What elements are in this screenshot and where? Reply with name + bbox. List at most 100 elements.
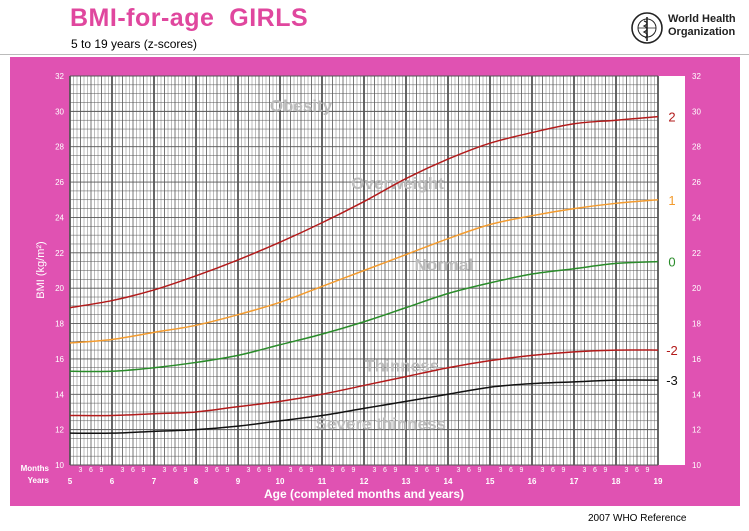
month-tick-label: 6 bbox=[635, 467, 639, 474]
y-tick-label-right: 10 bbox=[692, 461, 701, 470]
month-tick-label: 9 bbox=[100, 467, 104, 474]
month-tick-label: 9 bbox=[310, 467, 314, 474]
series-label: 1 bbox=[668, 193, 675, 208]
month-tick-label: 6 bbox=[467, 467, 471, 474]
x-tick-label: 5 bbox=[68, 477, 73, 486]
who-logo-text: World Health Organization bbox=[668, 13, 736, 39]
month-tick-label: 6 bbox=[173, 467, 177, 474]
y-tick-label: 10 bbox=[55, 461, 64, 470]
zone-label: Obesity bbox=[270, 96, 333, 115]
month-tick-label: 3 bbox=[499, 467, 503, 474]
x-tick-label: 18 bbox=[612, 477, 621, 486]
month-tick-label: 9 bbox=[646, 467, 650, 474]
month-tick-label: 3 bbox=[541, 467, 545, 474]
month-tick-label: 6 bbox=[89, 467, 93, 474]
x-tick-label: 11 bbox=[318, 477, 327, 486]
month-tick-label: 6 bbox=[593, 467, 597, 474]
x-tick-label: 14 bbox=[444, 477, 453, 486]
month-tick-label: 3 bbox=[163, 467, 167, 474]
y-tick-label: 24 bbox=[55, 213, 64, 222]
month-tick-label: 3 bbox=[415, 467, 419, 474]
month-tick-label: 6 bbox=[215, 467, 219, 474]
series-line bbox=[69, 260, 659, 373]
month-tick-label: 3 bbox=[79, 467, 83, 474]
x-tick-label: 9 bbox=[236, 477, 241, 486]
x-tick-label: 7 bbox=[152, 477, 157, 486]
y-tick-label: 20 bbox=[55, 284, 64, 293]
y-tick-label-right: 26 bbox=[692, 178, 701, 187]
series-line bbox=[69, 199, 659, 344]
y-tick-label-right: 20 bbox=[692, 284, 701, 293]
month-tick-label: 3 bbox=[247, 467, 251, 474]
chart-grid bbox=[69, 75, 659, 466]
footer-reference: 2007 WHO Reference bbox=[588, 513, 687, 524]
page-title: BMI-for-age GIRLS bbox=[70, 4, 309, 32]
y-tick-label: 12 bbox=[55, 426, 64, 435]
month-tick-label: 6 bbox=[341, 467, 345, 474]
x-tick-label: 13 bbox=[402, 477, 411, 486]
zone-label: Thinness bbox=[364, 356, 439, 375]
month-tick-label: 9 bbox=[562, 467, 566, 474]
series-label: 2 bbox=[668, 110, 675, 125]
page-subtitle: 5 to 19 years (z-scores) bbox=[71, 37, 198, 51]
series-label: -2 bbox=[666, 343, 678, 358]
month-tick-label: 3 bbox=[121, 467, 125, 474]
x-axis-label: Age (completed months and years) bbox=[264, 487, 464, 501]
zone-label: Normal bbox=[415, 256, 474, 275]
y-tick-label-right: 24 bbox=[692, 213, 701, 222]
y-tick-label: 28 bbox=[55, 143, 64, 152]
who-emblem-icon bbox=[631, 12, 663, 44]
month-tick-label: 9 bbox=[184, 467, 188, 474]
y-tick-label: 16 bbox=[55, 355, 64, 364]
y-tick-label: 18 bbox=[55, 320, 64, 329]
y-tick-label-right: 12 bbox=[692, 426, 701, 435]
month-tick-label: 9 bbox=[226, 467, 230, 474]
years-row-label: Years bbox=[28, 476, 50, 485]
month-tick-label: 3 bbox=[289, 467, 293, 474]
who-logo-line1: World Health bbox=[668, 13, 736, 25]
label-strip bbox=[658, 76, 685, 465]
month-tick-label: 9 bbox=[520, 467, 524, 474]
y-tick-label: 30 bbox=[55, 107, 64, 116]
series-line bbox=[69, 115, 659, 309]
series-label: 0 bbox=[668, 255, 675, 270]
month-tick-label: 9 bbox=[352, 467, 356, 474]
header-divider bbox=[0, 54, 749, 55]
month-tick-label: 3 bbox=[331, 467, 335, 474]
y-axis-label: BMI (kg/m²) bbox=[35, 241, 47, 298]
months-row-label: Months bbox=[21, 464, 50, 473]
month-tick-label: 9 bbox=[394, 467, 398, 474]
month-tick-label: 9 bbox=[436, 467, 440, 474]
who-logo: World Health Organization bbox=[630, 11, 745, 47]
y-tick-label: 14 bbox=[55, 390, 64, 399]
month-tick-label: 3 bbox=[205, 467, 209, 474]
x-tick-label: 17 bbox=[570, 477, 579, 486]
month-tick-label: 9 bbox=[604, 467, 608, 474]
month-tick-label: 9 bbox=[478, 467, 482, 474]
y-tick-label-right: 22 bbox=[692, 249, 701, 258]
month-tick-label: 3 bbox=[583, 467, 587, 474]
y-tick-label-right: 30 bbox=[692, 107, 701, 116]
series-label: -3 bbox=[666, 373, 678, 388]
y-tick-label-right: 16 bbox=[692, 355, 701, 364]
month-tick-label: 6 bbox=[131, 467, 135, 474]
y-tick-label-right: 28 bbox=[692, 143, 701, 152]
month-tick-label: 6 bbox=[383, 467, 387, 474]
x-tick-label: 10 bbox=[276, 477, 285, 486]
y-tick-label-right: 32 bbox=[692, 72, 701, 81]
month-tick-label: 6 bbox=[425, 467, 429, 474]
month-tick-label: 6 bbox=[299, 467, 303, 474]
month-tick-label: 3 bbox=[625, 467, 629, 474]
series-line bbox=[69, 379, 659, 435]
y-tick-label: 22 bbox=[55, 249, 64, 258]
month-tick-label: 6 bbox=[551, 467, 555, 474]
x-tick-label: 8 bbox=[194, 477, 199, 486]
zone-label: Severe thinness bbox=[316, 415, 446, 434]
y-tick-label-right: 14 bbox=[692, 390, 701, 399]
month-tick-label: 3 bbox=[457, 467, 461, 474]
x-tick-label: 19 bbox=[654, 477, 663, 486]
y-tick-label: 32 bbox=[55, 72, 64, 81]
